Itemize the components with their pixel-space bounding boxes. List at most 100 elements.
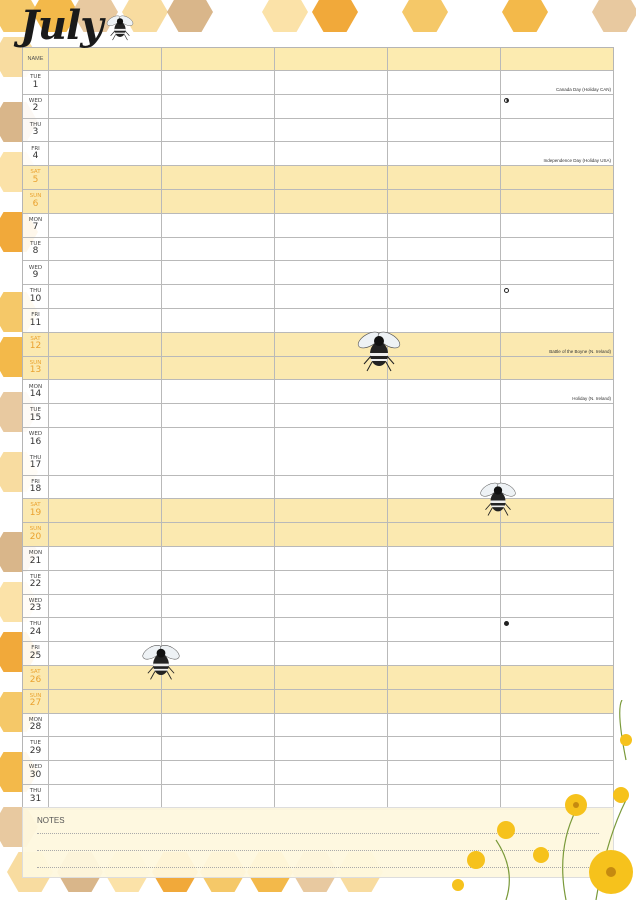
entry-cell[interactable] <box>274 237 387 261</box>
entry-cell[interactable] <box>274 380 387 404</box>
entry-cell[interactable] <box>500 665 613 689</box>
entry-cell[interactable] <box>161 237 274 261</box>
entry-cell[interactable]: Holiday (N. Ireland) <box>500 380 613 404</box>
entry-cell[interactable] <box>387 594 500 618</box>
entry-cell[interactable] <box>500 308 613 332</box>
entry-cell[interactable] <box>274 142 387 166</box>
entry-cell[interactable] <box>48 261 161 285</box>
entry-cell[interactable] <box>48 213 161 237</box>
entry-cell[interactable] <box>387 689 500 713</box>
entry-cell[interactable] <box>161 713 274 737</box>
entry-cell[interactable] <box>387 261 500 285</box>
entry-cell[interactable] <box>48 523 161 546</box>
entry-cell[interactable] <box>500 713 613 737</box>
entry-cell[interactable] <box>387 285 500 308</box>
entry-cell[interactable] <box>48 142 161 166</box>
name-column-header[interactable] <box>387 48 500 70</box>
entry-cell[interactable] <box>48 404 161 427</box>
entry-cell[interactable] <box>48 475 161 499</box>
entry-cell[interactable] <box>387 308 500 332</box>
entry-cell[interactable] <box>161 665 274 689</box>
entry-cell[interactable] <box>274 94 387 118</box>
entry-cell[interactable] <box>500 618 613 642</box>
entry-cell[interactable] <box>274 118 387 142</box>
entry-cell[interactable] <box>161 142 274 166</box>
entry-cell[interactable] <box>161 689 274 713</box>
entry-cell[interactable] <box>161 499 274 523</box>
entry-cell[interactable] <box>161 475 274 499</box>
entry-cell[interactable] <box>274 213 387 237</box>
entry-cell[interactable] <box>387 761 500 784</box>
entry-cell[interactable] <box>274 594 387 618</box>
entry-cell[interactable] <box>161 118 274 142</box>
entry-cell[interactable] <box>161 356 274 380</box>
entry-cell[interactable] <box>48 642 161 665</box>
entry-cell[interactable] <box>161 332 274 356</box>
entry-cell[interactable] <box>500 285 613 308</box>
entry-cell[interactable] <box>274 404 387 427</box>
entry-cell[interactable] <box>48 618 161 642</box>
entry-cell[interactable] <box>500 784 613 808</box>
entry-cell[interactable] <box>500 689 613 713</box>
entry-cell[interactable] <box>161 523 274 546</box>
entry-cell[interactable] <box>274 261 387 285</box>
entry-cell[interactable] <box>387 546 500 570</box>
entry-cell[interactable] <box>500 546 613 570</box>
entry-cell[interactable] <box>387 380 500 404</box>
entry-cell[interactable] <box>387 570 500 594</box>
entry-cell[interactable] <box>387 665 500 689</box>
entry-cell[interactable] <box>161 94 274 118</box>
entry-cell[interactable] <box>387 404 500 427</box>
entry-cell[interactable] <box>274 285 387 308</box>
entry-cell[interactable] <box>48 237 161 261</box>
entry-cell[interactable] <box>387 94 500 118</box>
entry-cell[interactable] <box>500 737 613 761</box>
entry-cell[interactable] <box>274 475 387 499</box>
entry-cell[interactable] <box>48 546 161 570</box>
entry-cell[interactable] <box>274 523 387 546</box>
name-column-header[interactable] <box>161 48 274 70</box>
entry-cell[interactable] <box>48 427 161 475</box>
entry-cell[interactable] <box>274 784 387 808</box>
notes-line[interactable] <box>37 833 599 834</box>
name-column-header[interactable] <box>48 48 161 70</box>
entry-cell[interactable] <box>274 665 387 689</box>
entry-cell[interactable] <box>48 356 161 380</box>
entry-cell[interactable] <box>274 570 387 594</box>
entry-cell[interactable] <box>500 118 613 142</box>
name-column-header[interactable] <box>500 48 613 70</box>
entry-cell[interactable] <box>500 237 613 261</box>
entry-cell[interactable] <box>274 642 387 665</box>
entry-cell[interactable] <box>161 761 274 784</box>
entry-cell[interactable] <box>387 618 500 642</box>
entry-cell[interactable] <box>274 71 387 94</box>
entry-cell[interactable]: Independence Day (Holiday USA) <box>500 142 613 166</box>
entry-cell[interactable] <box>274 546 387 570</box>
entry-cell[interactable] <box>48 118 161 142</box>
entry-cell[interactable] <box>387 71 500 94</box>
entry-cell[interactable] <box>387 142 500 166</box>
entry-cell[interactable] <box>500 166 613 189</box>
notes-line[interactable] <box>37 850 599 851</box>
entry-cell[interactable] <box>387 189 500 213</box>
entry-cell[interactable] <box>387 356 500 380</box>
entry-cell[interactable] <box>48 94 161 118</box>
entry-cell[interactable] <box>48 737 161 761</box>
entry-cell[interactable] <box>161 737 274 761</box>
entry-cell[interactable] <box>48 713 161 737</box>
entry-cell[interactable] <box>387 784 500 808</box>
entry-cell[interactable] <box>274 713 387 737</box>
entry-cell[interactable] <box>48 499 161 523</box>
entry-cell[interactable] <box>161 71 274 94</box>
entry-cell[interactable] <box>161 213 274 237</box>
entry-cell[interactable] <box>48 665 161 689</box>
entry-cell[interactable] <box>48 189 161 213</box>
entry-cell[interactable] <box>387 166 500 189</box>
entry-cell[interactable] <box>161 427 274 475</box>
entry-cell[interactable] <box>161 285 274 308</box>
entry-cell[interactable] <box>161 189 274 213</box>
entry-cell[interactable] <box>48 332 161 356</box>
entry-cell[interactable]: Canada Day (Holiday CAN) <box>500 71 613 94</box>
entry-cell[interactable] <box>274 499 387 523</box>
entry-cell[interactable] <box>500 642 613 665</box>
